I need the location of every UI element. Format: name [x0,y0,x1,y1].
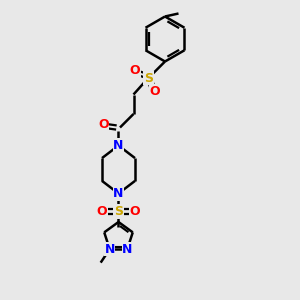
Text: N: N [113,139,124,152]
Text: O: O [97,205,107,218]
Text: N: N [122,243,133,256]
Text: O: O [149,85,160,98]
Text: S: S [144,71,153,85]
Text: N: N [113,187,124,200]
Text: O: O [130,205,140,218]
Text: O: O [130,64,140,77]
Text: S: S [114,205,123,218]
Text: N: N [104,243,115,256]
Text: O: O [98,118,109,131]
Text: N: N [113,139,124,152]
